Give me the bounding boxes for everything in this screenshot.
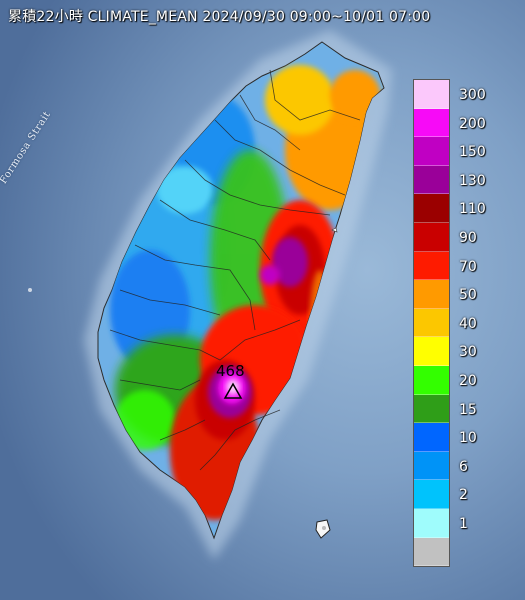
legend-label: 200 <box>459 115 486 132</box>
legend-swatch <box>414 308 449 338</box>
legend-swatch <box>414 194 449 223</box>
map-title: 累積22小時 CLIMATE_MEAN 2024/09/30 09:00~10/… <box>8 9 431 25</box>
orchid-island <box>322 526 326 530</box>
legend-label: 10 <box>459 430 477 447</box>
legend-label: 1 <box>459 516 468 532</box>
legend-swatch <box>414 365 449 395</box>
legend-swatch <box>414 537 449 567</box>
legend-label: 30 <box>459 344 477 361</box>
penghu-islands <box>28 288 32 292</box>
legend-swatch <box>414 251 449 281</box>
county-boundaries <box>109 69 361 471</box>
keelung-islet <box>331 227 338 233</box>
legend-label: 130 <box>459 172 486 189</box>
rainfall-field <box>110 65 380 520</box>
legend-label: 40 <box>459 315 477 332</box>
legend-label: 15 <box>459 401 477 418</box>
legend-label: 2 <box>459 487 468 504</box>
legend-label: 150 <box>459 144 486 161</box>
legend-label: 6 <box>459 458 468 475</box>
legend-swatch <box>414 480 449 509</box>
peak-marker-icon <box>223 382 243 399</box>
legend-swatch <box>414 108 449 138</box>
legend-label: 300 <box>459 87 486 103</box>
legend-label: 50 <box>459 287 477 304</box>
legend-label: 90 <box>459 230 477 246</box>
legend-label: 70 <box>459 258 477 275</box>
legend-label: 110 <box>459 201 486 218</box>
peak-value: 468 <box>216 362 245 380</box>
legend-swatch <box>414 80 449 109</box>
legend-swatch <box>414 165 449 195</box>
legend-label: 20 <box>459 373 477 389</box>
legend-swatch <box>414 508 449 538</box>
legend-color-bar <box>413 79 450 568</box>
legend-swatch <box>414 337 449 366</box>
legend-swatch <box>414 451 449 481</box>
legend-swatch <box>414 222 449 252</box>
legend-swatch <box>414 280 449 309</box>
legend-swatch <box>414 394 449 424</box>
legend-swatch <box>414 137 449 166</box>
legend-swatch <box>414 423 449 452</box>
